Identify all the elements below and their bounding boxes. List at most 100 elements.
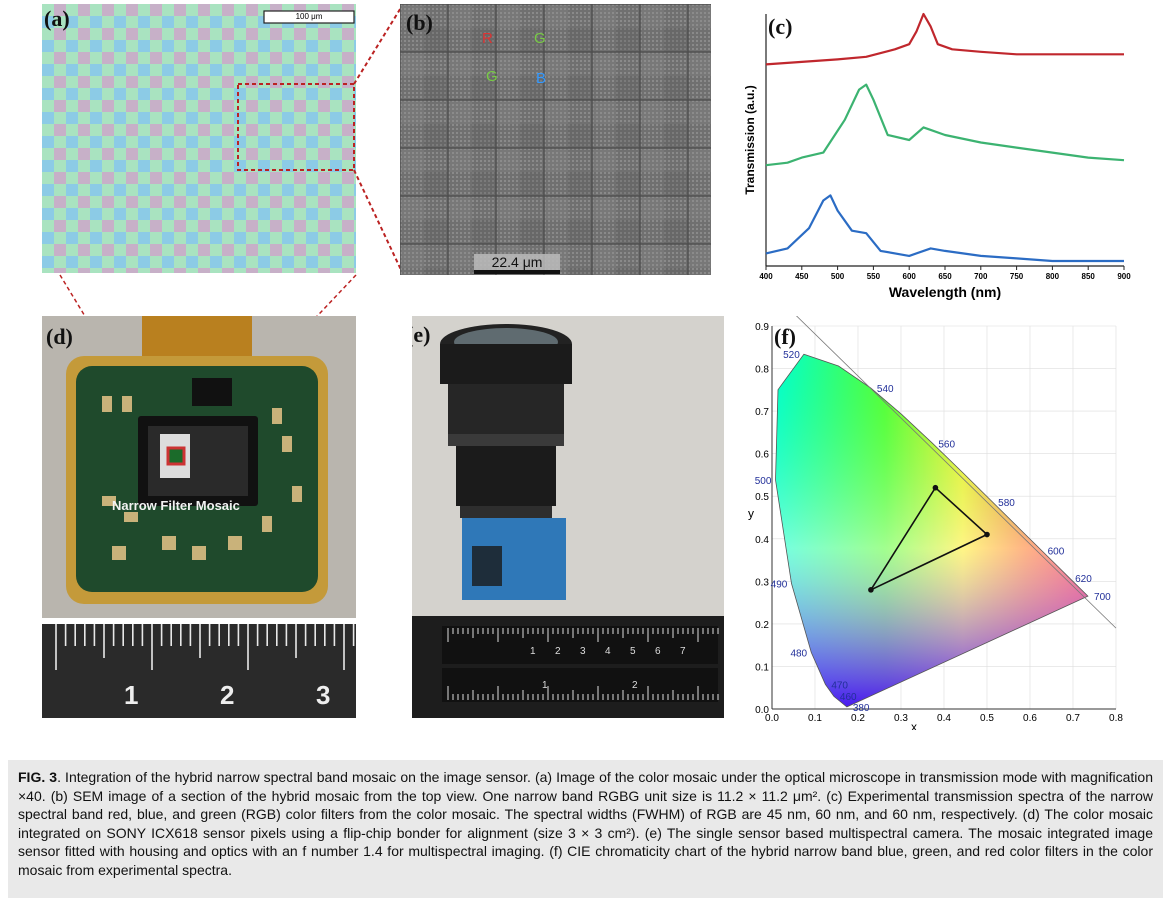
- x-tick-label: 0.2: [851, 713, 865, 724]
- ruler-number: 2: [555, 646, 561, 657]
- spectra-svg: 400 450 500 550 600 650 700 750 800 850 900 Wavelen…: [743, 12, 1131, 300]
- panel-d-ruler: 1 2 3: [42, 624, 356, 718]
- x-tick-label: 0.8: [1109, 713, 1123, 724]
- ruler-number: 1: [530, 646, 536, 657]
- filter-point-blue: [868, 587, 874, 593]
- sem-image: [400, 4, 711, 275]
- wavelength-label: 580: [998, 498, 1015, 509]
- y-tick-label: 0.8: [755, 365, 769, 376]
- spectrum-line-1: [765, 83, 1125, 167]
- letter-b: B: [536, 70, 547, 87]
- panel-c-spectra-chart: 400 450 500 550 600 650 700 750 800 850 900 Wavelen…: [742, 4, 1134, 304]
- y-tick-label: 0.6: [755, 450, 769, 461]
- x-tick-label: 0.7: [1066, 713, 1080, 724]
- camera-ruler: [442, 626, 718, 702]
- panel-f-cie-chart: 0.0 0.1 0.2 0.3 0.4 0.5 0.6 0.7 0.8 0.0 0.1 0.2 0.3 0…: [742, 316, 1134, 730]
- y-tick-label: 0.1: [755, 662, 769, 673]
- wavelength-label: 380: [853, 703, 870, 714]
- figure-number: FIG. 3: [18, 769, 58, 785]
- camera-image: [412, 324, 724, 718]
- panel-f-label: (f): [774, 324, 796, 349]
- x-tick-label: 0.0: [765, 713, 779, 724]
- y-tick-label: 0.9: [755, 322, 769, 333]
- x-tick-label: 0.4: [937, 713, 951, 724]
- letter-r: R: [482, 30, 493, 47]
- y-axis-label: Transmission (a.u.): [743, 85, 757, 194]
- x-tick-label: 800: [1046, 272, 1060, 281]
- panel-e-camera-photo: (e) 1 2 3 4 5 6 7 1 2: [412, 316, 724, 718]
- panel-c-label: (c): [768, 14, 793, 39]
- x-tick-label: 550: [867, 272, 881, 281]
- y-axis-label: y: [748, 507, 754, 521]
- x-tick-label: 0.6: [1023, 713, 1037, 724]
- panel-e-label: (e): [412, 322, 431, 347]
- wavelength-label: 460: [840, 692, 857, 703]
- mosaic-overlay-text: Narrow Filter Mosaic: [112, 498, 240, 513]
- ruler-number-1: 1: [124, 680, 139, 710]
- filter-point-green: [932, 484, 939, 491]
- ruler-number: 7: [680, 646, 686, 657]
- wavelength-label: 620: [1075, 574, 1092, 585]
- x-tick-label: 850: [1082, 272, 1096, 281]
- ruler-number: 3: [580, 646, 586, 657]
- letter-g2: G: [486, 68, 498, 85]
- x-tick-label: 0.5: [980, 713, 994, 724]
- x-tick-label: 700: [974, 272, 988, 281]
- ruler-number-lower: 2: [632, 680, 638, 691]
- locus-tangent: [796, 316, 1117, 629]
- figure-caption: FIG. 3. Integration of the hybrid narrow…: [8, 760, 1163, 898]
- gamut-triangle: [868, 486, 989, 592]
- panel-d-label: (d): [46, 324, 73, 349]
- x-tick-label: 650: [938, 272, 952, 281]
- letter-g1: G: [534, 30, 546, 47]
- cie-svg: 0.0 0.1 0.2 0.3 0.4 0.5 0.6 0.7 0.8 0.0 0.1 0.2 0.3 0…: [748, 316, 1123, 730]
- panel-b-label: (b): [406, 10, 433, 35]
- filter-point-red: [984, 531, 990, 538]
- ruler-number: 6: [655, 646, 661, 657]
- zoom-box: [237, 83, 355, 171]
- wavelength-label: 500: [755, 476, 772, 487]
- sem-scale-label: 22.4 μm: [491, 254, 543, 270]
- y-tick-label: 0.4: [755, 535, 769, 546]
- x-tick-label: 900: [1117, 272, 1131, 281]
- y-tick-label: 0.3: [755, 577, 769, 588]
- spectrum-line-0: [765, 12, 1124, 66]
- scale-bar-label: 100 μm: [295, 12, 323, 21]
- mosaic-image: [42, 4, 356, 273]
- spectrum-line-2: [765, 194, 1124, 263]
- y-tick-label: 0.0: [755, 705, 769, 716]
- x-tick-label: 500: [831, 272, 845, 281]
- y-tick-label: 0.2: [755, 620, 769, 631]
- ruler-ticks: [55, 624, 355, 670]
- wavelength-label: 700: [1094, 592, 1111, 603]
- panel-d-sensor-photo: (d) Narrow Filter Mosaic: [42, 316, 356, 618]
- x-tick-label: 400: [759, 272, 773, 281]
- sensor-board: [66, 316, 328, 604]
- y-tick-label: 0.5: [755, 492, 769, 503]
- scale-bar: [263, 10, 355, 24]
- panel-b-sem-image: (b) R G G B 22.4 μm: [400, 4, 711, 275]
- x-tick-label: 0.3: [894, 713, 908, 724]
- wavelength-label: 540: [877, 384, 894, 395]
- panel-a-label: (a): [44, 6, 70, 31]
- ruler-number-2: 2: [220, 680, 235, 710]
- x-axis-label: x: [911, 720, 917, 730]
- cie-locus-shade: [775, 354, 1088, 707]
- x-tick-label: 750: [1010, 272, 1024, 281]
- wavelength-label: 560: [938, 439, 955, 450]
- wavelength-label: 520: [783, 350, 800, 361]
- cie-locus-outline: [775, 353, 1089, 708]
- panel-a-microscope-image: (a) 100 μm: [42, 4, 356, 273]
- wavelength-label: 470: [831, 680, 848, 691]
- x-tick-label: 0.1: [808, 713, 822, 724]
- wavelength-label: 600: [1048, 546, 1065, 557]
- ruler-number-lower: 1: [542, 680, 548, 691]
- caption-text: . Integration of the hybrid narrow spect…: [18, 769, 1153, 878]
- ruler-number: 5: [630, 646, 636, 657]
- wavelength-label: 480: [790, 648, 807, 659]
- ruler-number: 4: [605, 646, 611, 657]
- wavelength-label: 490: [771, 579, 788, 590]
- x-tick-label: 450: [795, 272, 809, 281]
- ruler-number-3: 3: [316, 680, 331, 710]
- x-tick-label: 600: [903, 272, 917, 281]
